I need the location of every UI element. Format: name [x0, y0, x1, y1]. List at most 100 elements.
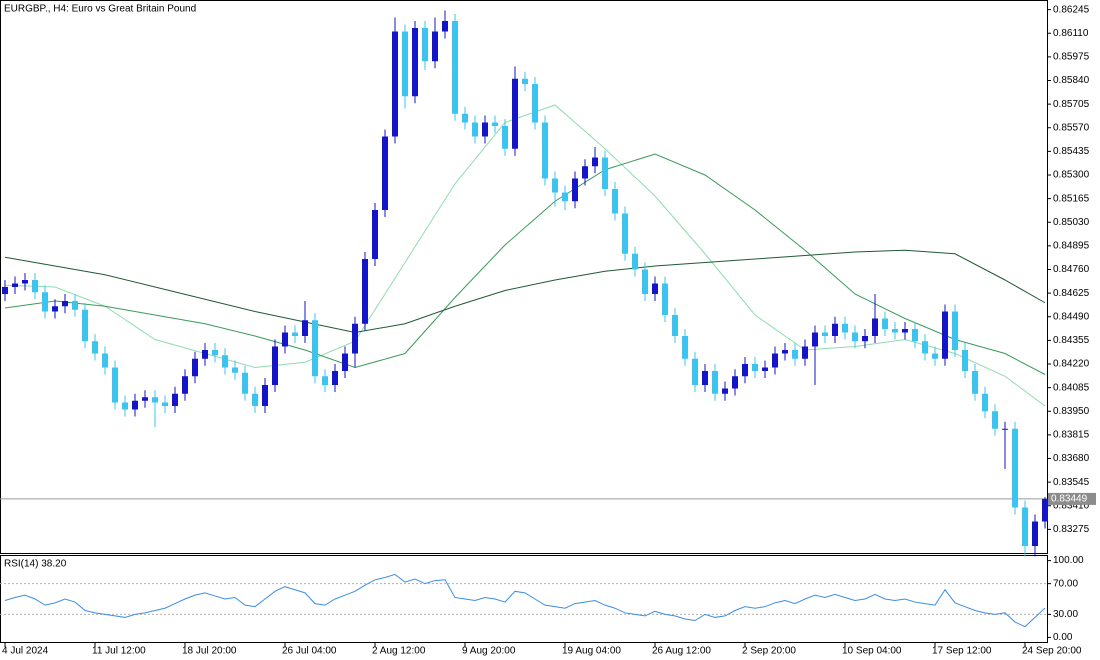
y-tick-label: 0.84490 — [1053, 311, 1090, 322]
y-tick-label: 0.85840 — [1053, 75, 1090, 86]
candle-body — [242, 372, 248, 394]
candle-body — [202, 350, 208, 359]
candle-body — [322, 376, 328, 385]
candle-body — [52, 306, 58, 312]
y-tick-label: 0.83950 — [1053, 406, 1090, 417]
rsi-tick-label: 100.00 — [1053, 555, 1084, 566]
candle-body — [212, 350, 218, 356]
y-tick-label: 0.83680 — [1053, 453, 1090, 464]
candle-body — [112, 367, 118, 403]
candle-body — [792, 350, 798, 359]
candle-body — [802, 346, 808, 359]
candle-body — [842, 323, 848, 333]
candle-body — [432, 31, 438, 62]
candle-body — [922, 341, 928, 354]
candle-body — [122, 402, 128, 410]
candle-body — [762, 367, 768, 371]
candle-body — [1042, 498, 1048, 522]
candle-body — [392, 31, 398, 137]
candle-body — [32, 280, 38, 293]
y-tick-label: 0.85435 — [1053, 146, 1090, 157]
candle-body — [962, 350, 968, 371]
candle-body — [152, 397, 158, 403]
candle-body — [512, 78, 518, 149]
candle-body — [572, 178, 578, 202]
rsi-tick-label: 30.00 — [1053, 609, 1078, 620]
price-panel — [0, 0, 1048, 554]
y-tick-label: 0.85165 — [1053, 193, 1090, 204]
moving-average — [4, 249, 1046, 334]
candle-body — [492, 122, 498, 126]
y-tick-label: 0.85705 — [1053, 99, 1090, 110]
y-tick-label: 0.83545 — [1053, 477, 1090, 488]
y-tick-label: 0.84760 — [1053, 264, 1090, 275]
candle-body — [1022, 507, 1028, 546]
candle-body — [92, 341, 98, 354]
candle-body — [982, 393, 988, 412]
moving-average — [4, 153, 1046, 375]
y-tick-label: 0.83275 — [1053, 524, 1090, 535]
y-tick-label: 0.86110 — [1053, 28, 1089, 39]
candle-body — [282, 332, 288, 347]
candle-body — [72, 301, 78, 310]
candle-body — [642, 269, 648, 294]
candle-body — [182, 376, 188, 394]
candle-body — [452, 21, 458, 114]
candle-body — [892, 329, 898, 333]
candle-body — [672, 315, 678, 336]
candle-body — [942, 311, 948, 359]
candle-body — [42, 292, 48, 312]
candle-body — [522, 78, 528, 84]
x-tick-label: 2 Aug 12:00 — [372, 646, 426, 657]
candle-body — [292, 332, 298, 336]
y-tick-label: 0.84085 — [1053, 382, 1090, 393]
candle-body — [1002, 428, 1008, 430]
candle-body — [132, 400, 138, 410]
candle-body — [552, 178, 558, 193]
candle-body — [722, 388, 728, 394]
y-tick-label: 0.83410 — [1053, 500, 1090, 511]
candle-body — [472, 122, 478, 137]
candle-body — [952, 311, 958, 350]
candle-body — [192, 358, 198, 377]
candle-body — [932, 353, 938, 359]
candle-body — [682, 336, 688, 359]
candle-body — [172, 393, 178, 406]
rsi-line — [4, 573, 1046, 628]
candle-body — [222, 355, 228, 368]
candle-body — [872, 318, 878, 336]
candle-body — [822, 332, 828, 336]
moving-average — [4, 104, 1046, 407]
candle-body — [102, 353, 108, 368]
y-tick-label: 0.85030 — [1053, 217, 1090, 228]
x-tick-label: 18 Jul 20:00 — [182, 646, 237, 657]
y-tick-label: 0.84220 — [1053, 359, 1090, 370]
y-tick-label: 0.86245 — [1053, 4, 1090, 15]
candle-body — [632, 253, 638, 270]
candle-body — [352, 323, 358, 354]
candle-body — [372, 210, 378, 259]
candle-body — [12, 283, 18, 287]
candle-body — [902, 329, 908, 333]
candle-body — [332, 371, 338, 385]
candle-body — [712, 371, 718, 394]
x-tick-label: 24 Sep 20:00 — [1022, 646, 1082, 657]
rsi-panel — [0, 555, 1048, 643]
candle-body — [992, 411, 998, 429]
y-tick-label: 0.84625 — [1053, 288, 1090, 299]
candle-body — [532, 84, 538, 123]
candle-body — [772, 353, 778, 368]
rsi-tick-label: 0.00 — [1053, 632, 1073, 643]
candle-body — [582, 166, 588, 179]
candle-body — [62, 301, 68, 307]
candle-body — [362, 259, 368, 324]
candle-body — [542, 122, 548, 179]
y-tick-label: 0.83815 — [1053, 430, 1090, 441]
y-tick-label: 0.85975 — [1053, 52, 1090, 63]
x-tick-label: 26 Aug 12:00 — [652, 646, 711, 657]
candle-body — [412, 28, 418, 97]
candle-body — [232, 367, 238, 373]
candle-body — [832, 323, 838, 336]
candle-body — [862, 336, 868, 342]
